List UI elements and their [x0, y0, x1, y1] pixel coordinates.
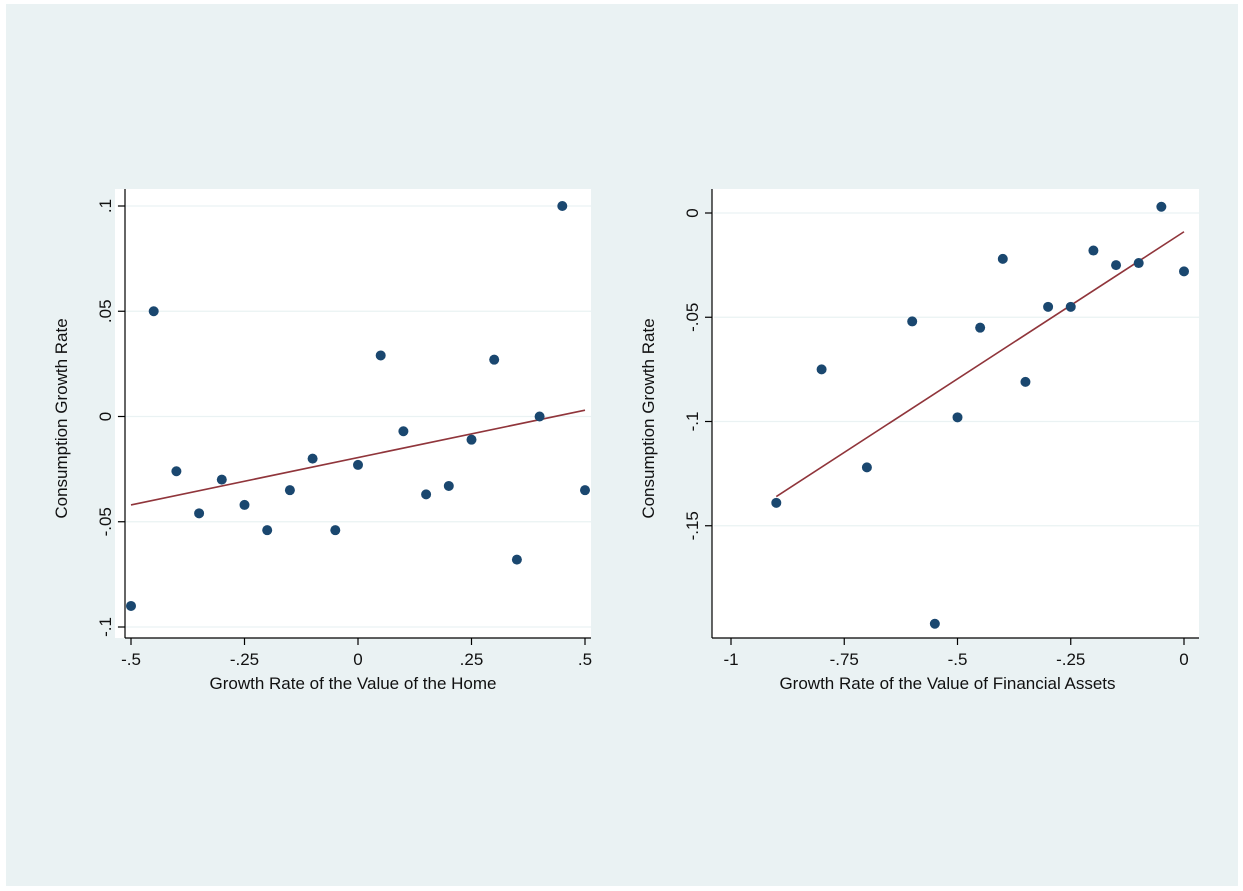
data-point [262, 525, 273, 536]
data-point [952, 412, 963, 423]
data-point [489, 354, 500, 365]
data-point [1111, 260, 1122, 271]
data-point [1065, 301, 1076, 312]
x-tick-label: 0 [1179, 650, 1188, 669]
y-axis-title: Consumption Growth Rate [639, 318, 658, 518]
data-point [466, 434, 477, 445]
figure-canvas: -.5 -.25 0 .25 .5 -.1 -.05 0 .05 .1 Growth Rate o… [6, 4, 1238, 886]
data-point [580, 485, 590, 496]
data-point [216, 474, 227, 485]
data-point [194, 508, 205, 519]
y-tick-label: -.15 [683, 511, 702, 540]
data-point [929, 618, 940, 629]
data-point [421, 489, 432, 500]
y-tick-label: -.1 [96, 617, 115, 637]
data-point [148, 306, 159, 317]
x-tick-label: -.25 [230, 650, 259, 669]
fit-line [130, 409, 586, 506]
figure-svg: -.5 -.25 0 .25 .5 -.1 -.05 0 .05 .1 Growth Rate o… [52, 189, 1199, 693]
x-tick-label: 0 [353, 650, 362, 669]
plot-region-financial [712, 189, 1199, 638]
data-point [307, 453, 318, 464]
plot-background [115, 189, 591, 638]
data-point [171, 466, 182, 477]
y-tick-label: 0 [96, 412, 115, 421]
x-tick-label: -.5 [121, 650, 141, 669]
x-tick-label: .25 [460, 650, 484, 669]
x-axis-title: Growth Rate of the Value of the Home [210, 674, 497, 693]
data-point [816, 364, 827, 375]
data-point [534, 411, 545, 422]
data-point [1020, 376, 1031, 387]
data-point [1088, 245, 1099, 256]
data-point [126, 600, 136, 611]
x-tick-label: .5 [578, 650, 592, 669]
data-point [443, 480, 454, 491]
panel-home-value: -.5 -.25 0 .25 .5 -.1 -.05 0 .05 .1 Growth Rate o… [52, 189, 592, 693]
y-tick-label: 0 [683, 208, 702, 217]
data-point [997, 253, 1008, 264]
plot-region-home [115, 189, 591, 638]
y-tick-label: .05 [96, 299, 115, 323]
x-axis-title: Growth Rate of the Value of Financial As… [779, 674, 1115, 693]
data-point [284, 485, 295, 496]
data-point [398, 426, 409, 437]
data-point [1156, 201, 1167, 212]
x-tick-label: -.5 [948, 650, 968, 669]
data-point [1179, 266, 1189, 277]
data-point [861, 462, 872, 473]
data-point [375, 350, 386, 361]
y-axis-title: Consumption Growth Rate [52, 318, 71, 518]
data-point [771, 497, 782, 508]
data-point [511, 554, 522, 565]
data-point [330, 525, 341, 536]
data-point [1133, 258, 1144, 269]
y-tick-label: -.05 [96, 507, 115, 536]
y-tick-label: .1 [96, 199, 115, 213]
data-point [975, 322, 986, 333]
axes-home: -.5 -.25 0 .25 .5 -.1 -.05 0 .05 .1 [96, 189, 592, 669]
data-point [907, 316, 918, 327]
x-tick-label: -.75 [830, 650, 859, 669]
axes-financial: -1 -.75 -.5 -.25 0 -.15 -.1 -.05 0 [683, 189, 1199, 669]
x-tick-label: -1 [723, 650, 738, 669]
y-tick-label: -.05 [683, 303, 702, 332]
y-tick-label: -.1 [683, 412, 702, 432]
data-point [557, 201, 568, 211]
data-point [353, 459, 363, 470]
x-tick-label: -.25 [1056, 650, 1085, 669]
fit-line [775, 231, 1185, 498]
data-point [1043, 301, 1054, 312]
panel-financial-assets: -1 -.75 -.5 -.25 0 -.15 -.1 -.05 0 Growth Rate o… [639, 189, 1199, 693]
data-point [239, 499, 250, 510]
